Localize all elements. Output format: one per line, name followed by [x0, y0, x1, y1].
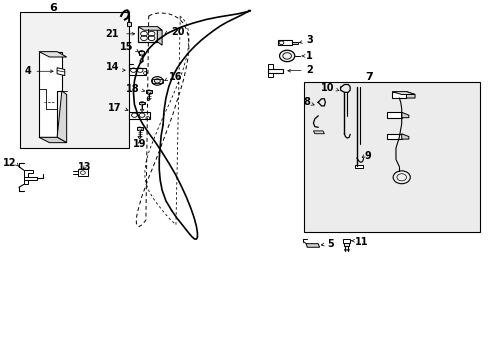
Polygon shape [401, 134, 408, 139]
Bar [20, 12, 128, 148]
Polygon shape [137, 127, 142, 130]
Polygon shape [39, 51, 62, 137]
Polygon shape [139, 51, 143, 54]
Text: 19: 19 [133, 139, 146, 149]
Text: 13: 13 [78, 162, 91, 172]
Text: 15: 15 [120, 42, 133, 52]
Polygon shape [139, 102, 144, 104]
Polygon shape [138, 27, 157, 42]
Circle shape [151, 77, 163, 85]
Polygon shape [386, 134, 401, 139]
Polygon shape [343, 239, 349, 243]
Polygon shape [140, 60, 143, 63]
Polygon shape [23, 170, 33, 176]
Text: 2: 2 [305, 65, 312, 75]
Polygon shape [267, 64, 272, 69]
Polygon shape [401, 112, 408, 118]
Text: 10: 10 [321, 83, 334, 93]
Text: 4: 4 [25, 66, 32, 76]
Polygon shape [267, 69, 283, 73]
Polygon shape [78, 170, 87, 176]
Text: 1: 1 [305, 51, 312, 61]
Text: 7: 7 [365, 72, 372, 82]
Polygon shape [391, 92, 414, 94]
Polygon shape [313, 131, 324, 134]
Polygon shape [305, 244, 319, 247]
Polygon shape [145, 90, 151, 93]
Polygon shape [386, 112, 401, 118]
Text: 20: 20 [171, 27, 185, 37]
Circle shape [279, 50, 294, 62]
Text: 3: 3 [305, 35, 312, 45]
Polygon shape [128, 112, 149, 119]
Text: 8: 8 [303, 97, 309, 107]
Polygon shape [138, 136, 142, 139]
Polygon shape [39, 51, 66, 57]
Text: 9: 9 [364, 151, 370, 161]
Polygon shape [157, 27, 162, 45]
Polygon shape [23, 176, 37, 180]
Polygon shape [406, 92, 414, 98]
Text: 12: 12 [2, 158, 16, 168]
Polygon shape [391, 92, 406, 98]
Polygon shape [291, 42, 297, 44]
Text: 6: 6 [49, 3, 57, 13]
Text: 14: 14 [105, 62, 119, 72]
Polygon shape [140, 109, 143, 112]
Bar [303, 82, 480, 232]
Polygon shape [344, 243, 348, 246]
Text: 17: 17 [107, 103, 121, 113]
Polygon shape [146, 99, 150, 101]
Circle shape [392, 171, 409, 184]
Polygon shape [39, 137, 66, 143]
Polygon shape [57, 91, 66, 143]
Text: 11: 11 [354, 237, 367, 247]
Text: 16: 16 [168, 72, 182, 82]
Polygon shape [277, 40, 291, 45]
Polygon shape [128, 68, 146, 75]
Bar [151, 79, 163, 83]
Polygon shape [23, 180, 28, 184]
Text: 18: 18 [125, 84, 139, 94]
Polygon shape [354, 165, 362, 168]
Polygon shape [267, 73, 272, 77]
Text: 5: 5 [327, 239, 334, 249]
Polygon shape [57, 68, 64, 76]
Text: 21: 21 [105, 29, 119, 39]
Polygon shape [126, 22, 130, 26]
Polygon shape [138, 27, 162, 30]
